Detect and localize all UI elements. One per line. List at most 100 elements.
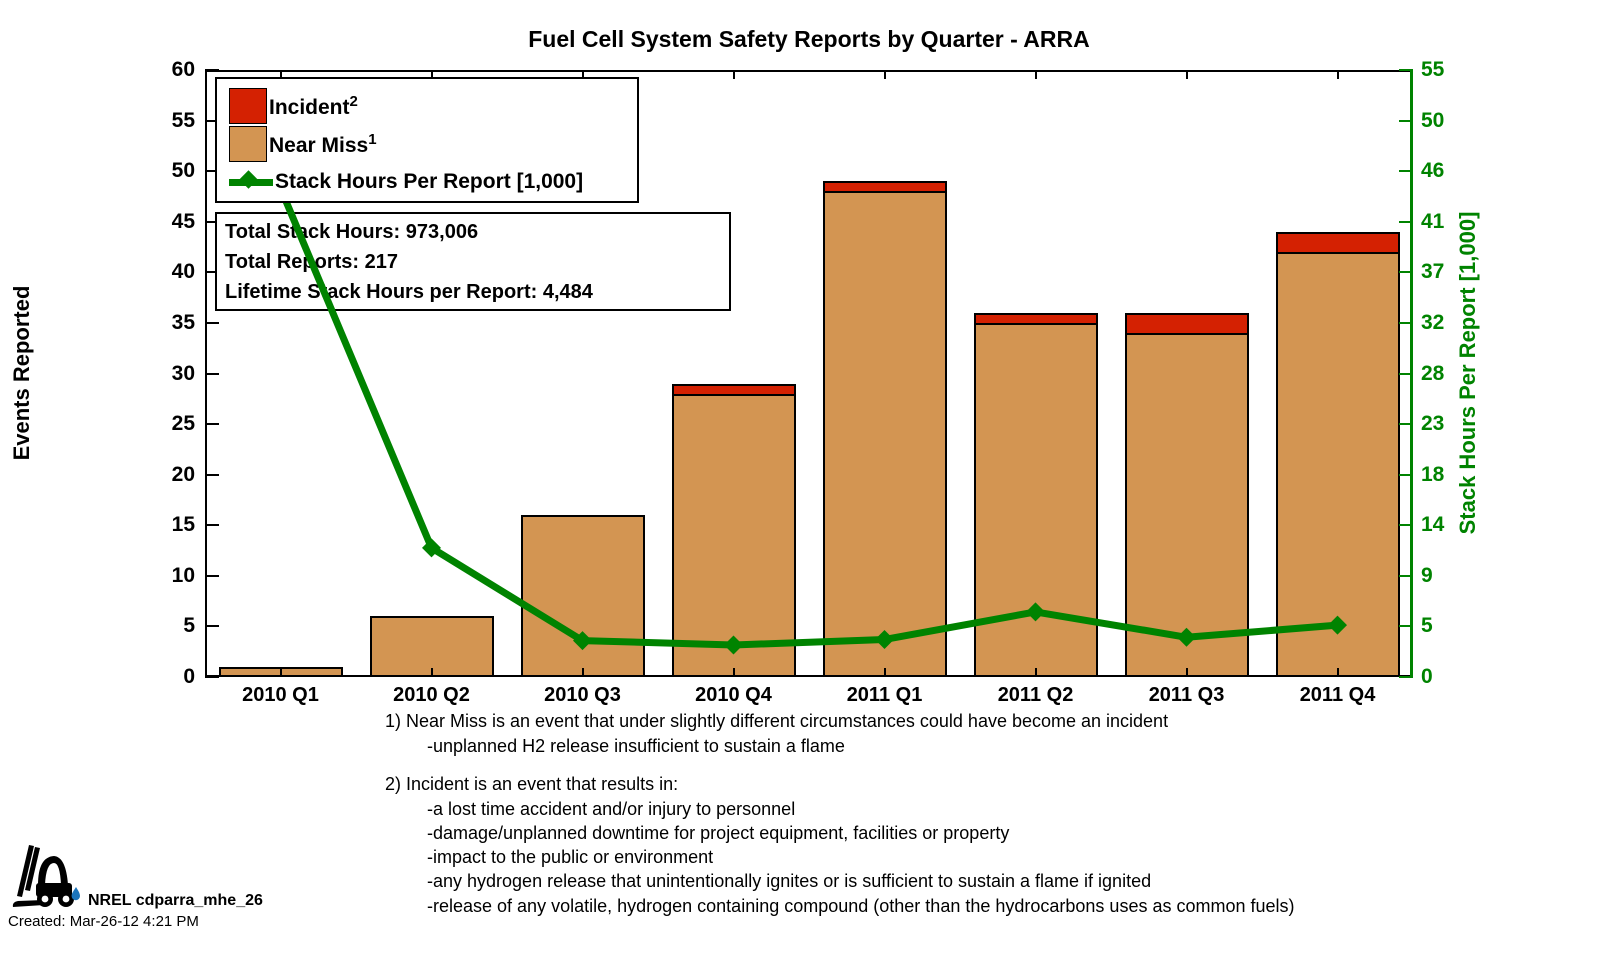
total-stack-hours: Total Stack Hours: 973,006: [225, 221, 479, 243]
right-axis-tick-label: 5: [1421, 614, 1433, 638]
x-tick-top: [1185, 70, 1188, 79]
footnote-2-line-1: -a lost time accident and/or injury to p…: [427, 799, 796, 819]
x-tick-bottom: [430, 668, 433, 677]
x-tick-bottom: [1034, 668, 1037, 677]
near-miss-swatch-icon: [229, 126, 267, 162]
left-axis-tick-label: 50: [171, 159, 195, 183]
y-tick-right: [1399, 170, 1413, 173]
line-marker-icon: [229, 165, 273, 199]
legend-near-miss-label: Near Miss: [269, 133, 369, 157]
footnote-2-header: 2) Incident is an event that results in:: [385, 774, 679, 794]
footnote-1-line-1: 1) Near Miss is an event that under slig…: [385, 711, 1169, 731]
right-axis-tick-label: 18: [1421, 462, 1445, 486]
line-marker-2010-Q3: [573, 631, 592, 651]
totals-info-box: Total Stack Hours: 973,006 Total Reports…: [215, 212, 731, 311]
right-axis-tick-label: 32: [1421, 310, 1445, 334]
left-axis-title: Events Reported: [9, 285, 34, 461]
x-tick-top: [883, 70, 886, 79]
line-marker-2011-Q4: [1328, 615, 1347, 635]
y-tick-right: [1399, 119, 1413, 122]
x-tick-top: [1034, 70, 1037, 79]
x-tick-top: [279, 70, 282, 79]
x-tick-label: 2011 Q3: [1148, 684, 1225, 706]
right-axis-tick-label: 46: [1421, 159, 1445, 183]
x-tick-label: 2011 Q4: [1299, 684, 1376, 706]
y-tick-left: [205, 321, 219, 324]
footnote-2-line-4: -any hydrogen release that unintentional…: [427, 871, 1152, 891]
right-axis-tick-label: 28: [1421, 361, 1445, 385]
bar-incident-2011-Q1: [822, 181, 947, 194]
right-axis-tick-label: 55: [1421, 58, 1445, 81]
y-tick-left: [205, 372, 219, 375]
left-axis-tick-label: 10: [171, 563, 195, 587]
right-axis-tick-labels: 55 50 46 41 37 32 28 23 18 14 9 5 0: [1421, 58, 1491, 688]
bar-near-miss-2011-Q1: [822, 191, 947, 677]
right-axis-title: Stack Hours Per Report [1,000]: [1455, 211, 1480, 535]
legend-item-stack-hours: Stack Hours Per Report [1,000]: [229, 163, 637, 201]
y-tick-right: [1399, 574, 1413, 577]
left-axis-tick-label: 40: [171, 260, 195, 284]
legend-item-incident: Incident2: [229, 87, 637, 125]
left-axis-tick-label: 45: [171, 209, 195, 233]
right-axis-tick-label: 9: [1421, 563, 1433, 587]
right-axis-tick-label: 50: [1421, 108, 1445, 132]
y-tick-right: [1399, 271, 1413, 274]
y-tick-left: [205, 625, 219, 628]
right-axis-tick-label: 23: [1421, 412, 1445, 436]
x-tick-bottom: [732, 668, 735, 677]
left-axis-tick-label: 60: [171, 58, 195, 81]
footnote-2-line-5: -release of any volatile, hydrogen conta…: [427, 896, 1295, 916]
incident-swatch-icon: [229, 88, 267, 124]
x-tick-bottom: [883, 668, 886, 677]
bar-incident-2011-Q2: [973, 312, 1098, 325]
x-tick-label: 2011 Q1: [846, 684, 923, 706]
x-tick-label: 2010 Q1: [242, 684, 319, 706]
stack-hours-line: [277, 186, 1338, 649]
chart-title: Fuel Cell System Safety Reports by Quart…: [528, 26, 1090, 52]
y-tick-right: [1399, 372, 1413, 375]
y-tick-left: [205, 271, 219, 274]
y-tick-right: [1399, 676, 1413, 678]
y-tick-right: [1399, 69, 1413, 71]
left-axis-tick-label: 20: [171, 462, 195, 486]
y-tick-left: [205, 676, 219, 678]
y-tick-left: [205, 69, 219, 71]
lifetime-stack-hours-per-report: Lifetime Stack Hours per Report: 4,484: [225, 281, 593, 303]
left-axis-tick-label: 55: [171, 108, 195, 132]
y-tick-left: [205, 423, 219, 426]
bar-incident-2011-Q4: [1275, 231, 1400, 255]
line-marker-2010-Q2: [422, 538, 441, 558]
x-tick-top: [732, 70, 735, 79]
x-tick-label: 2011 Q2: [997, 684, 1074, 706]
bar-incident-2011-Q3: [1124, 312, 1249, 336]
x-tick-top: [1336, 70, 1339, 79]
left-axis-tick-labels: 60 55 50 45 40 35 30 25 20 15 10 5 0: [130, 58, 195, 688]
y-tick-left: [205, 119, 219, 122]
left-axis-tick-label: 30: [171, 361, 195, 385]
x-tick-bottom: [1185, 668, 1188, 677]
x-tick-top: [581, 70, 584, 79]
right-axis-tick-label: 37: [1421, 260, 1445, 284]
bar-incident-2010-Q4: [671, 383, 796, 396]
legend-item-near-miss: Near Miss1: [229, 125, 637, 163]
x-tick-label: 2010 Q4: [695, 684, 772, 706]
droplet-icon: [71, 887, 80, 901]
y-tick-left: [205, 220, 219, 223]
left-axis-tick-label: 25: [171, 412, 195, 436]
line-marker-2011-Q2: [1026, 602, 1045, 622]
y-tick-left: [205, 524, 219, 527]
legend-stack-hours-label: Stack Hours Per Report [1,000]: [275, 170, 584, 193]
y-tick-right: [1399, 423, 1413, 426]
y-tick-right: [1399, 473, 1413, 476]
right-axis-tick-label: 0: [1421, 665, 1433, 688]
line-marker-2011-Q1: [875, 629, 894, 649]
forklift-logo-icon: [12, 845, 80, 907]
y-tick-right: [1399, 524, 1413, 527]
left-axis-tick-label: 0: [183, 665, 195, 688]
footnote-2-line-2: -damage/unplanned downtime for project e…: [427, 823, 1010, 843]
x-tick-label: 2010 Q3: [544, 684, 621, 706]
x-tick-bottom: [279, 668, 282, 677]
footnotes: 1) Near Miss is an event that under slig…: [385, 711, 1565, 916]
x-tick-top: [430, 70, 433, 79]
